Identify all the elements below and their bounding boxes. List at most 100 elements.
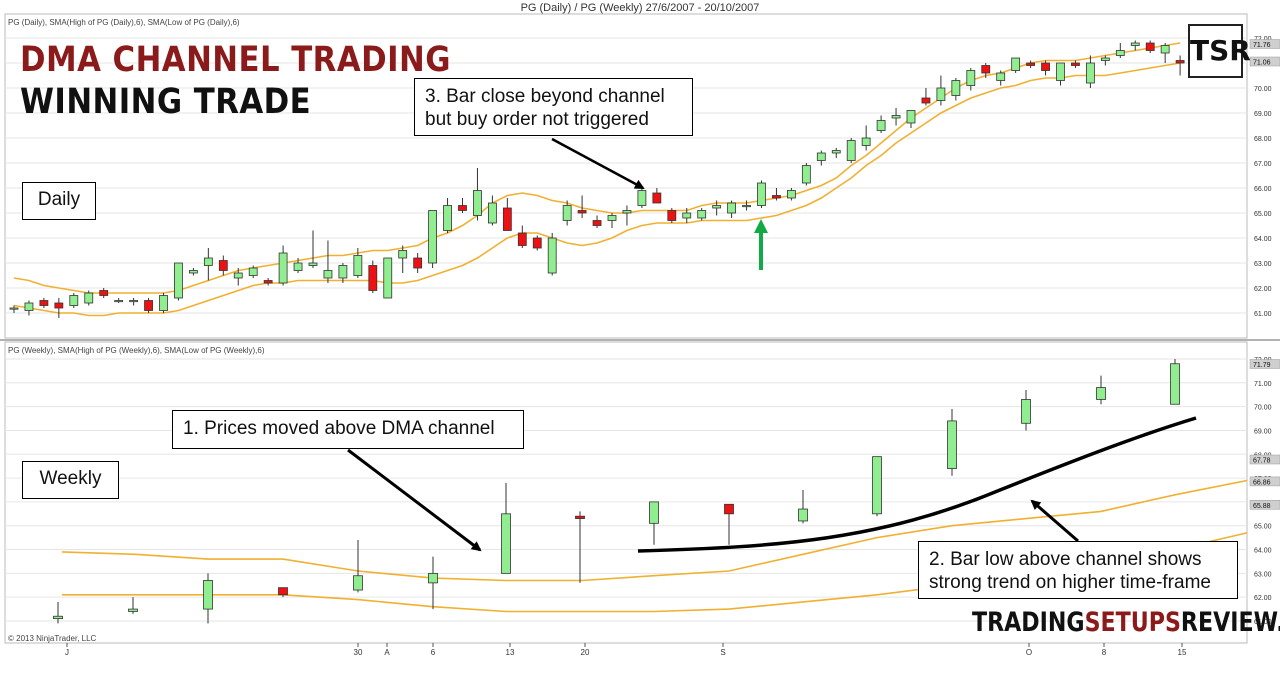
daily-candle-body [577,210,587,214]
daily-candle-body [667,210,677,221]
daily-candle-body [1100,57,1110,61]
weekly-candle-body [872,456,882,515]
weekly-candle-body [1021,399,1031,424]
daily-y-tick: 67.00 [1254,161,1272,168]
weekly-candle-body [649,501,659,524]
daily-candle-body [757,182,766,206]
daily-candle-body [502,207,512,231]
daily-candle-body [697,210,707,219]
copyright: © 2013 NinjaTrader, LLC [8,634,97,643]
daily-candle-body [428,210,438,264]
x-tick-label: S [720,648,725,657]
daily-candle-body [831,150,841,154]
daily-candle-body [532,237,542,249]
daily-candle-body [159,295,168,311]
daily-candle-body [233,272,243,279]
daily-candle-body [787,190,796,199]
daily-candle-body [69,295,79,306]
daily-candle-body [458,205,467,211]
x-tick-label: J [65,648,69,657]
daily-candle-body [876,120,886,131]
annotation-3-arrow [551,137,645,190]
daily-candle-body [278,252,288,284]
tsr-logo: TSR [1188,24,1251,78]
daily-candle-body [846,140,856,161]
weekly-box: Weekly [22,461,119,499]
x-tick-label: 30 [354,648,363,657]
weekly-last-price-bg [1249,359,1280,369]
weekly-y-tick: 69.00 [1254,428,1272,435]
daily-candle-body [487,202,497,224]
daily-candle-body [712,205,722,209]
daily-y-tick: 69.00 [1254,111,1272,118]
daily-candle-body [54,302,64,309]
daily-candle-body [951,80,961,96]
watermark-left: TRADING [972,607,1085,638]
daily-last-price-bg [1249,56,1280,67]
title-line2: WINNING TRADE [20,82,312,122]
chart-header: PG (Daily) / PG (Weekly) 27/6/2007 - 20/… [520,2,760,14]
daily-y-tick: 61.00 [1254,311,1272,318]
weekly-candle-body [501,513,511,574]
daily-candle-body [398,250,408,259]
daily-candle-body [383,257,393,299]
daily-candle-body [203,257,213,266]
daily-candle-body [727,202,736,214]
weekly-last-price-bg [1249,476,1280,487]
daily-y-tick: 65.00 [1254,211,1272,218]
daily-candle-body [129,300,139,303]
daily-sma-low-line [13,62,1181,317]
daily-candle-body [248,267,258,276]
daily-candle-body [323,270,333,279]
daily-candle-body [144,300,153,311]
watermark-right: REVIEW.COM [1180,607,1280,638]
daily-candle-body [473,190,482,216]
daily-candle-body [772,195,781,199]
daily-candle-body [353,255,363,276]
weekly-panel-label: PG (Weekly), SMA(High of PG (Weekly),6),… [8,346,265,355]
weekly-candle-body [1096,387,1106,400]
weekly-candle-body [428,572,438,584]
weekly-last-price-label: 65.88 [1253,503,1271,510]
daily-plot-frame [4,13,1248,339]
annotation-2: 2. Bar low above channel shows strong tr… [918,541,1238,599]
weekly-last-price-label: 67.78 [1253,458,1271,465]
daily-candle-body [99,290,109,296]
weekly-candle-body [278,587,288,596]
daily-candle-body [338,265,348,279]
daily-candle-body [1160,45,1170,54]
daily-candle-body [996,72,1006,81]
daily-candle-body [293,262,303,271]
weekly-last-price-label: 66.86 [1253,479,1271,486]
weekly-candle-body [1170,363,1180,405]
daily-last-price-bg [1249,39,1280,49]
weekly-candle-body [53,615,63,620]
daily-candle-body [218,260,228,271]
daily-candle-body [801,165,811,184]
daily-last-price-label: 71.06 [1253,60,1271,67]
daily-candle-body [906,110,916,124]
daily-candle-body [1115,50,1125,56]
daily-candle-body [174,262,183,299]
x-tick-label: O [1026,648,1032,657]
daily-candle-body [1071,62,1080,66]
daily-candle-body [1145,42,1155,51]
daily-candle-body [607,215,617,221]
daily-candle-body [114,300,124,303]
daily-candle-body [84,292,94,304]
weekly-y-tick: 63.00 [1254,571,1272,578]
daily-candle-body [1026,62,1035,66]
weekly-candle-body [575,515,585,519]
daily-candle-body [1175,60,1185,64]
weekly-candle-body [353,575,363,591]
daily-panel-label: PG (Daily), SMA(High of PG (Daily),6), S… [8,18,240,27]
daily-last-price-label: 71.76 [1253,42,1271,49]
daily-candle-body [682,212,692,219]
daily-y-tick: 66.00 [1254,186,1272,193]
x-tick-label: 6 [431,648,436,657]
daily-y-tick: 63.00 [1254,261,1272,268]
daily-candle-body [921,97,931,104]
daily-candle-body [443,205,452,231]
weekly-y-tick: 62.00 [1254,595,1272,602]
